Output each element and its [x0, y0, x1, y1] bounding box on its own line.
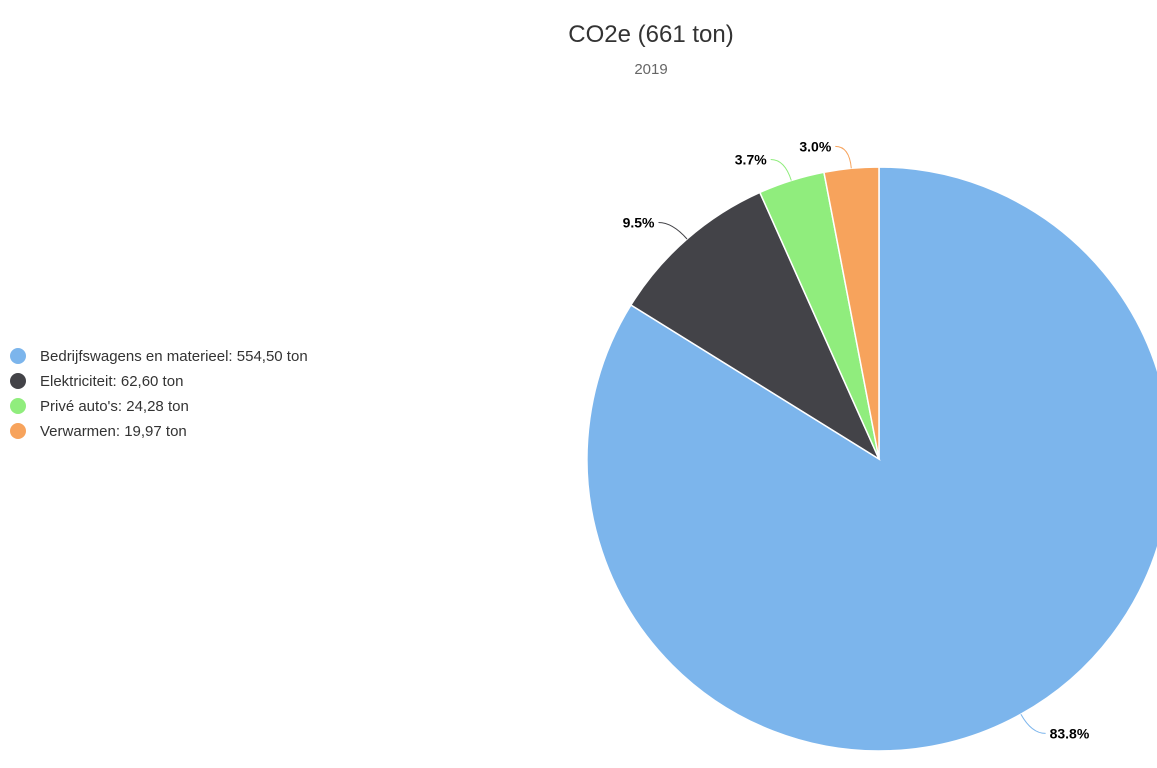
- pie-slices: [587, 167, 1157, 751]
- data-label: 3.7%: [735, 152, 767, 168]
- legend-symbol: [10, 423, 26, 439]
- chart-subtitle: 2019: [634, 61, 667, 78]
- legend-label: Verwarmen: 19,97 ton: [40, 423, 187, 440]
- label-connector: [1021, 714, 1046, 733]
- label-connector: [835, 146, 851, 168]
- legend-item[interactable]: Bedrijfswagens en materieel: 554,50 ton: [10, 348, 308, 365]
- legend-label: Elektriciteit: 62,60 ton: [40, 373, 183, 390]
- data-label: 3.0%: [799, 138, 831, 154]
- legend-symbol: [10, 373, 26, 389]
- legend-label: Privé auto's: 24,28 ton: [40, 398, 189, 415]
- legend-item[interactable]: Verwarmen: 19,97 ton: [10, 423, 187, 440]
- data-label: 83.8%: [1050, 725, 1090, 741]
- legend-label: Bedrijfswagens en materieel: 554,50 ton: [40, 348, 308, 365]
- data-label: 9.5%: [623, 215, 655, 231]
- legend: Bedrijfswagens en materieel: 554,50 ton E…: [10, 348, 308, 440]
- label-connector: [771, 160, 792, 181]
- legend-symbol: [10, 348, 26, 364]
- chart-title: CO2e (661 ton): [568, 21, 733, 48]
- legend-item[interactable]: Elektriciteit: 62,60 ton: [10, 373, 183, 390]
- label-connector: [659, 223, 688, 240]
- legend-item[interactable]: Privé auto's: 24,28 ton: [10, 398, 189, 415]
- legend-symbol: [10, 398, 26, 414]
